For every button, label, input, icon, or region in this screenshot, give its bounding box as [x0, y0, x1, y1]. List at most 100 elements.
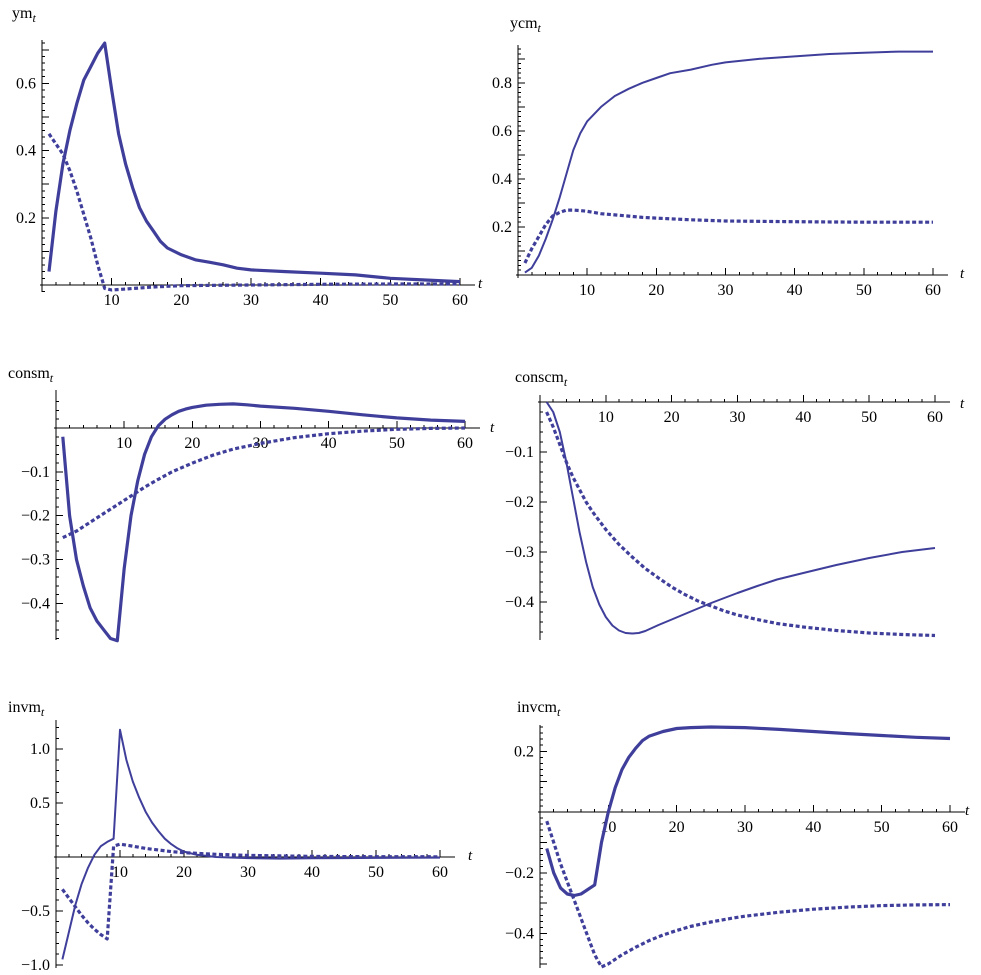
ym-series-dashed-line [47, 132, 460, 292]
consm-y-label: consmt [8, 365, 54, 385]
ycm-y-label-sub: t [538, 21, 542, 35]
conscm-x-tick-label: 20 [664, 409, 680, 426]
ym-y-label-name: ym [12, 5, 33, 22]
ycm-y-label-name: ycm [510, 15, 538, 32]
invcm-series-dashed-line [545, 820, 951, 969]
consm-y-tick-label: −0.1 [21, 464, 50, 481]
ym-x-tick-label: 40 [313, 292, 329, 309]
conscm-y-label-sub: t [564, 375, 568, 389]
conscm-y-tick-label: −0.1 [505, 444, 534, 461]
ym-y-label: ymt [12, 5, 36, 25]
ym-x-label: t [478, 276, 483, 292]
invcm-y-label-name: invcm [517, 699, 558, 716]
ym-x-tick-label: 50 [382, 292, 398, 309]
invm-x-tick-label: 10 [112, 864, 128, 881]
conscm-x-label: t [960, 396, 965, 412]
ycm-x-label: t [960, 266, 965, 282]
consm-y-label-sub: t [50, 371, 54, 385]
consm-y-tick-label: −0.4 [21, 595, 50, 612]
invm-series-dashed-line [61, 842, 441, 941]
ym-y-tick-label: 0.2 [16, 210, 36, 227]
ycm-x-tick-label: 20 [648, 282, 664, 299]
consm-x-tick-label: 10 [116, 435, 132, 452]
consm-x-tick-label: 20 [184, 435, 200, 452]
invm-series-solid-line [61, 728, 441, 960]
conscm-y-tick-label: −0.4 [505, 594, 534, 611]
invm-x-tick-label: 60 [432, 864, 448, 881]
invm-y-tick-label: −0.5 [21, 903, 50, 920]
conscm-x-tick-label: 60 [927, 409, 943, 426]
conscm-series-solid-line [545, 401, 936, 635]
ycm-x-tick-label: 40 [787, 282, 803, 299]
invcm-y-label-sub: t [557, 705, 561, 719]
consm-x-label: t [490, 420, 495, 436]
invcm-x-tick-label: 30 [737, 819, 753, 836]
invm-x-tick-label: 40 [304, 864, 320, 881]
invm-y-tick-label: 1.0 [30, 741, 50, 758]
consm-x-tick-label: 30 [253, 435, 269, 452]
ycm-y-tick-label: 0.2 [492, 219, 512, 236]
invcm-x-tick-label: 50 [874, 819, 890, 836]
ycm-y-tick-label: 0.6 [492, 123, 512, 140]
invcm-y-tick-label: 0.2 [514, 743, 534, 760]
consm-series-solid-line [61, 402, 466, 643]
invcm-x-tick-label: 20 [669, 819, 685, 836]
consm-y-tick-label: −0.3 [21, 552, 50, 569]
invcm-y-label: invcmt [517, 699, 561, 719]
ycm-x-tick-label: 60 [925, 282, 941, 299]
ym-x-tick-label: 60 [452, 292, 468, 309]
invm-x-tick-label: 50 [368, 864, 384, 881]
ym-y-tick-label: 0.4 [16, 143, 36, 160]
invm-y-label-sub: t [41, 705, 45, 719]
consm-x-tick-label: 50 [389, 435, 405, 452]
invm-y-label-name: invm [8, 699, 41, 716]
invm-y-tick-label: 0.5 [30, 795, 50, 812]
consm-series-dashed-line [62, 426, 466, 540]
ycm-x-tick-label: 10 [579, 282, 595, 299]
ycm-x-tick-label: 30 [718, 282, 734, 299]
conscm-y-tick-label: −0.2 [505, 494, 534, 511]
invcm-x-tick-label: 40 [805, 819, 821, 836]
ycm-x-tick-label: 50 [856, 282, 872, 299]
conscm-series-dashed-line [545, 411, 936, 638]
ycm-y-label: ycmt [510, 15, 542, 35]
ycm-series-solid-line [524, 50, 933, 274]
ym-x-tick-label: 30 [243, 292, 259, 309]
consm-x-tick-label: 60 [457, 435, 473, 452]
invcm-x-label: t [965, 803, 970, 819]
ycm-series-dashed-line [523, 208, 933, 264]
invcm-series-solid-line [545, 725, 951, 898]
conscm-x-tick-label: 50 [861, 409, 877, 426]
ym-y-tick-label: 0.6 [16, 75, 36, 92]
invm-x-tick-label: 20 [176, 864, 192, 881]
ym-x-tick-label: 10 [104, 292, 120, 309]
ym-y-label-sub: t [32, 11, 36, 25]
invm-y-tick-label: −1.0 [21, 957, 50, 974]
conscm-y-label: conscmt [515, 369, 568, 389]
consm-y-label-name: consm [8, 365, 50, 382]
ym-series-solid-line [47, 41, 461, 284]
ycm-y-tick-label: 0.4 [492, 171, 512, 188]
conscm-x-tick-label: 10 [598, 409, 614, 426]
ycm-y-tick-label: 0.8 [492, 75, 512, 92]
ym-x-tick-label: 20 [173, 292, 189, 309]
invm-x-tick-label: 30 [240, 864, 256, 881]
conscm-y-tick-label: −0.3 [505, 544, 534, 561]
invcm-y-tick-label: −0.4 [505, 926, 534, 943]
invm-x-label: t [468, 848, 473, 864]
invm-y-label: invmt [8, 699, 45, 719]
conscm-y-label-name: conscm [515, 369, 564, 386]
invcm-y-tick-label: −0.2 [505, 865, 534, 882]
conscm-x-tick-label: 40 [795, 409, 811, 426]
consm-x-tick-label: 40 [321, 435, 337, 452]
invcm-x-tick-label: 60 [942, 819, 958, 836]
consm-y-tick-label: −0.2 [21, 508, 50, 525]
conscm-x-tick-label: 30 [730, 409, 746, 426]
